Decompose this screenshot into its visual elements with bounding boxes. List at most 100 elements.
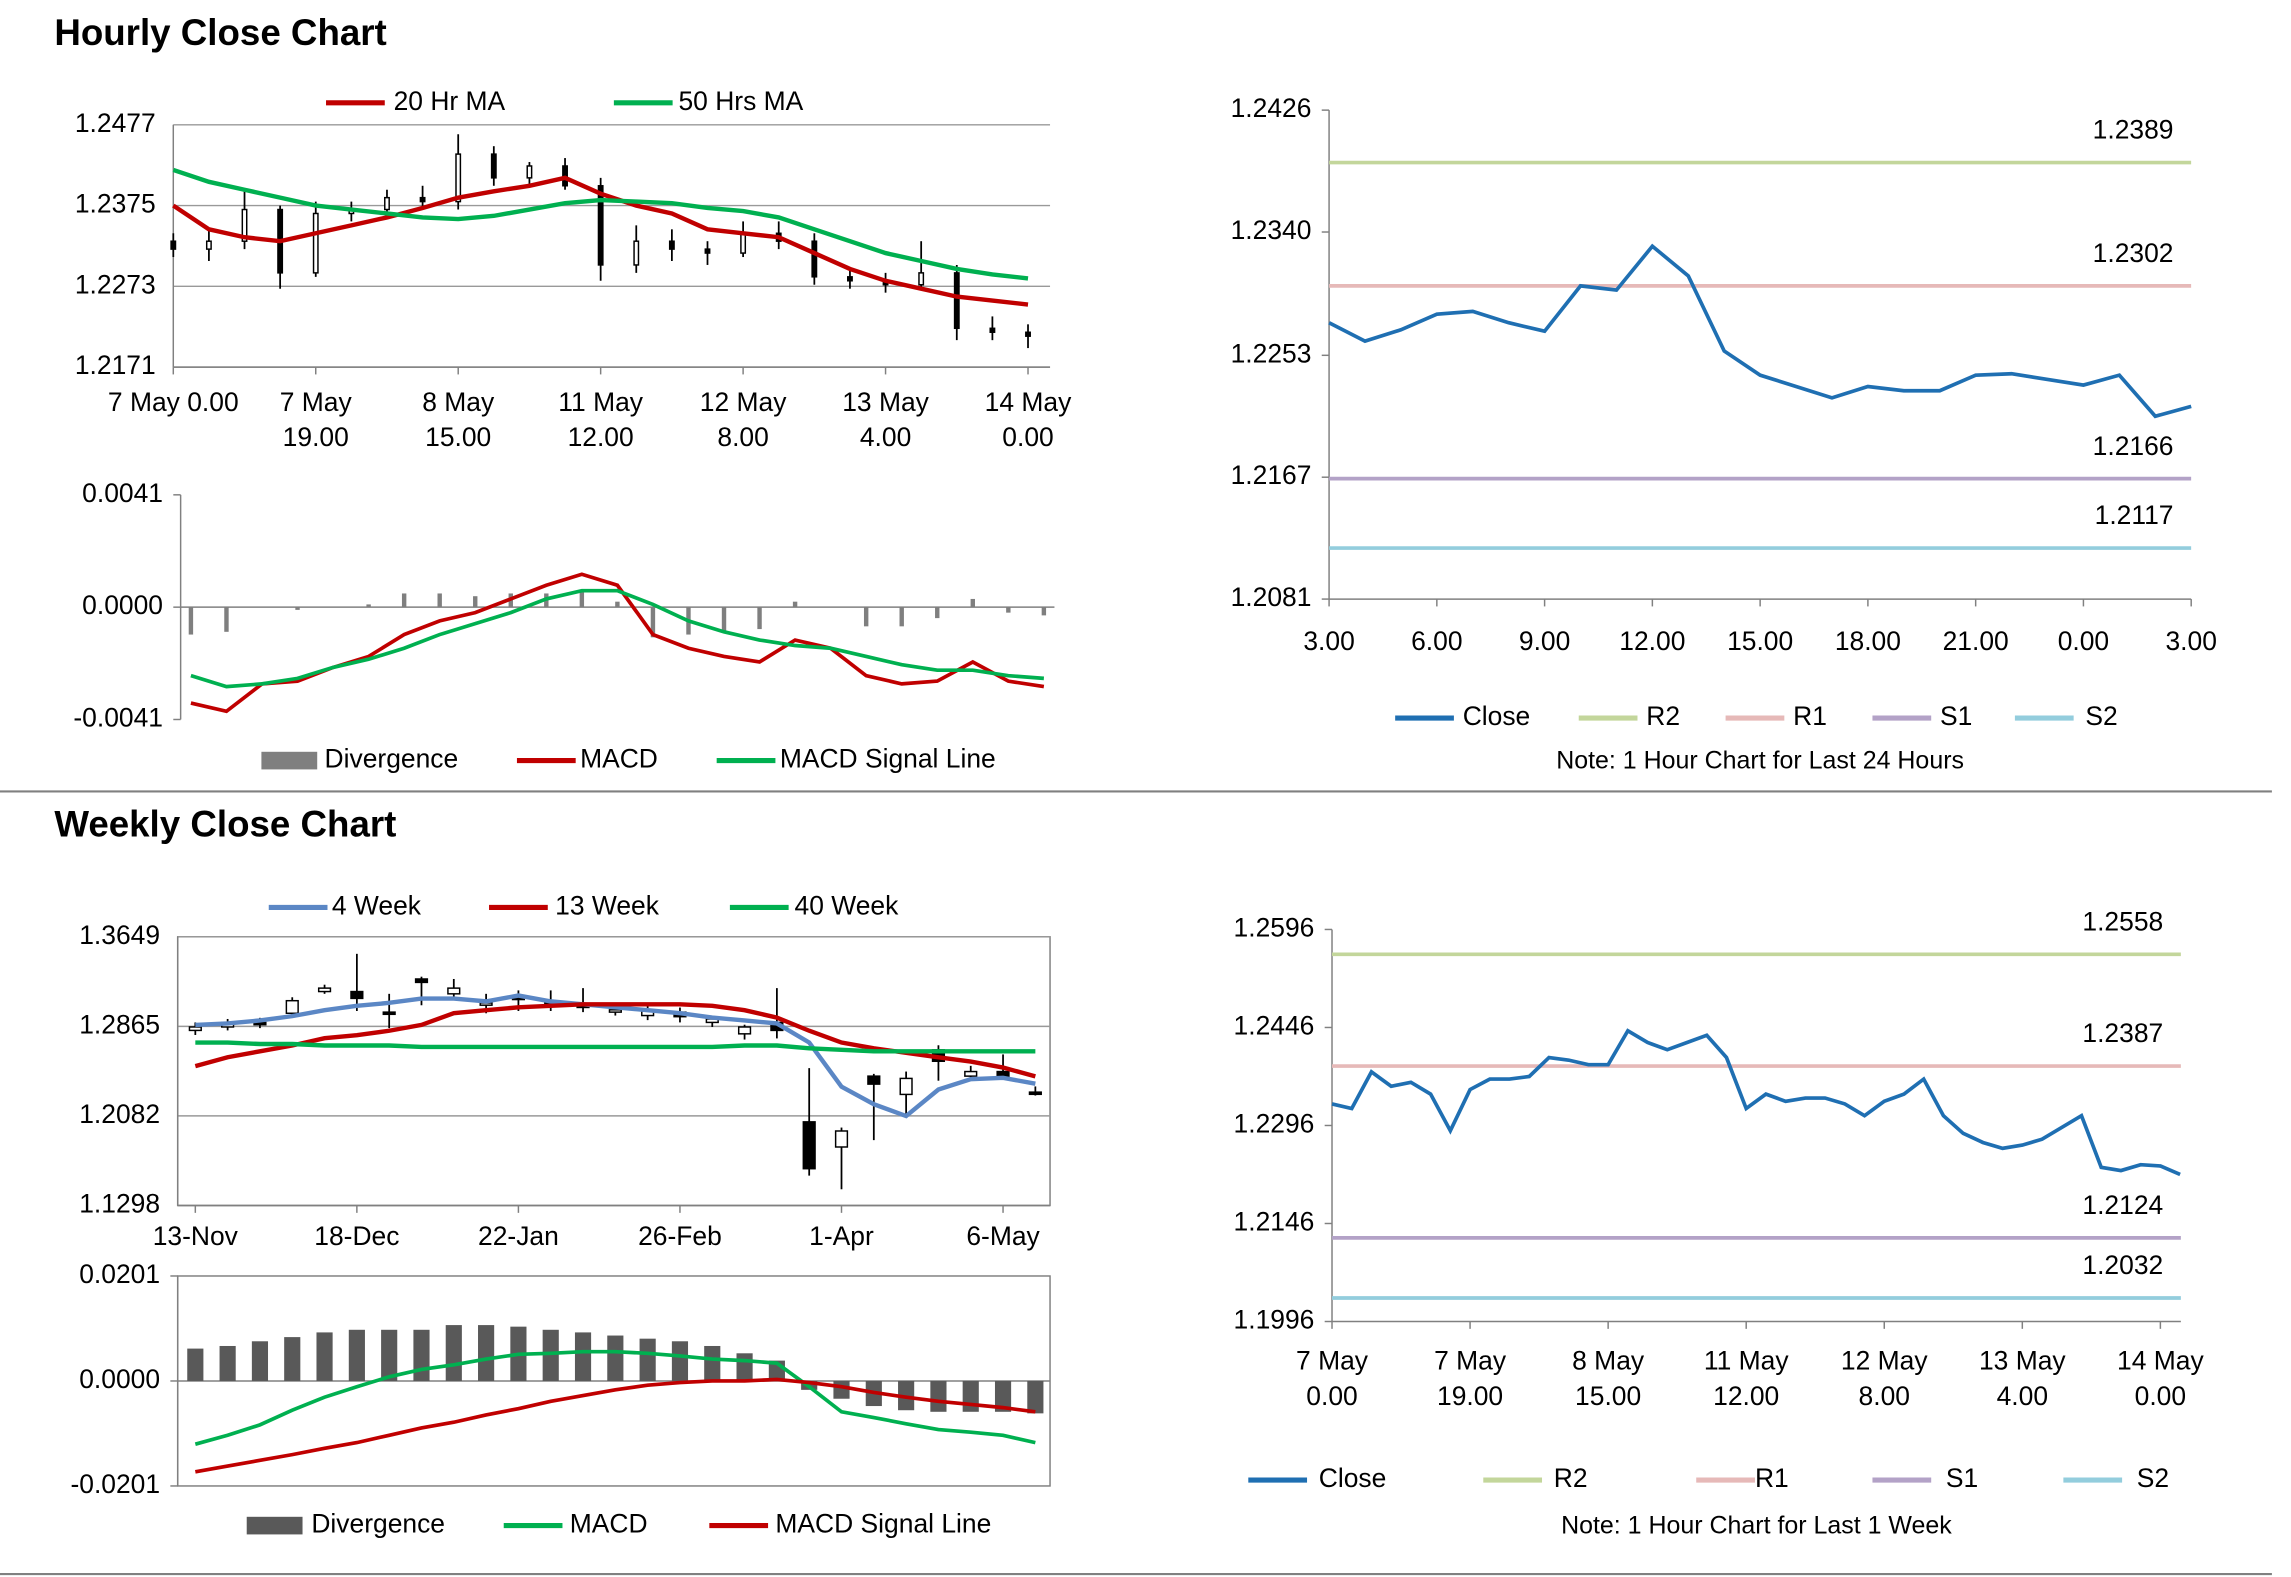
plot-frame	[176, 936, 1051, 1207]
y-tick-label: 1.2082	[79, 1099, 160, 1129]
x-tick-label: 22-Jan	[478, 1221, 559, 1251]
x-tick-label: 4.00	[860, 422, 911, 452]
x-tick-label: 4.00	[1997, 1381, 2048, 1411]
chart-note: Note: 1 Hour Chart for Last 1 Week	[1561, 1512, 1952, 1540]
candle-body	[350, 990, 364, 1000]
bar	[899, 607, 904, 627]
series-line	[1331, 1028, 2181, 1177]
series-line	[194, 1349, 1036, 1446]
candle-body	[737, 1026, 752, 1035]
legend-label: S2	[2137, 1463, 2169, 1493]
candle-body	[953, 272, 960, 330]
x-tick-label: 12 May	[700, 387, 787, 417]
y-tick-label: 1.2446	[1234, 1010, 1315, 1040]
chart-note: Note: 1 Hour Chart for Last 24 Hours	[1556, 747, 1964, 775]
x-tick-label: 8.00	[1859, 1381, 1910, 1411]
candle-body	[490, 153, 497, 179]
candle-body	[964, 1070, 978, 1077]
candle-body	[633, 240, 640, 266]
bar	[792, 601, 798, 608]
bar	[437, 593, 442, 608]
y-tick-label: 1.2375	[75, 189, 156, 219]
candle-body	[608, 1009, 622, 1013]
candle-body	[312, 212, 319, 274]
legend-label: MACD	[570, 1509, 648, 1539]
legend-label: S2	[2085, 701, 2117, 731]
legend-label: R1	[1793, 701, 1827, 731]
bar	[188, 607, 194, 635]
x-tick-label: 0.00	[2135, 1381, 2186, 1411]
x-tick-label: 12 May	[1841, 1346, 1928, 1376]
x-tick-label: 26-Feb	[638, 1221, 722, 1251]
x-tick-label: 11 May	[558, 387, 643, 417]
bar	[219, 1345, 236, 1381]
x-tick-label: 7 May	[1434, 1346, 1507, 1376]
x-tick-label: 13 May	[1979, 1346, 2066, 1376]
candle-body	[170, 240, 177, 250]
candle-body	[597, 185, 604, 266]
y-tick-label: 1.2865	[79, 1009, 160, 1039]
candle-body	[867, 1075, 881, 1085]
bar	[284, 1337, 301, 1381]
bar	[639, 1338, 656, 1381]
x-tick-label: 14 May	[2117, 1346, 2204, 1376]
series-line	[172, 167, 1029, 281]
series-line	[195, 1377, 1036, 1474]
x-tick-label: 8 May	[422, 387, 495, 417]
candle-body	[847, 276, 853, 282]
legend-label: MACD	[580, 744, 658, 774]
candle-body	[740, 232, 747, 254]
legend-label: S1	[1940, 701, 1972, 731]
series-line	[1328, 243, 2192, 419]
candle-body	[241, 208, 248, 242]
y-tick-label: 1.1298	[79, 1188, 160, 1218]
x-tick-label: 6-May	[966, 1221, 1040, 1251]
x-tick-label: 14 May	[985, 387, 1072, 417]
level-label: 1.2124	[2082, 1190, 2163, 1220]
y-tick-label: 1.2426	[1231, 93, 1312, 123]
bar	[1027, 1380, 1044, 1414]
candle-body	[1025, 331, 1031, 337]
series-line	[190, 572, 1045, 714]
bar	[833, 1380, 850, 1399]
x-tick-label: 13-Nov	[153, 1221, 239, 1251]
level-label: 1.2032	[2082, 1250, 2163, 1280]
x-tick-label: 3.00	[2165, 626, 2216, 656]
legend-swatch	[246, 1516, 303, 1535]
legend-label: R2	[1646, 701, 1680, 731]
y-tick-label: 1.2253	[1231, 338, 1312, 368]
candle-body	[205, 240, 212, 250]
candle-body	[802, 1121, 816, 1170]
y-tick-label: 1.2340	[1231, 215, 1312, 245]
x-tick-label: 15.00	[425, 422, 491, 452]
bar	[473, 596, 478, 608]
series-line	[195, 993, 1036, 1119]
x-tick-label: 11 May	[1704, 1346, 1789, 1376]
candle-body	[188, 1026, 202, 1032]
legend-label: 20 Hr MA	[394, 86, 506, 116]
legend-label: MACD Signal Line	[775, 1509, 991, 1539]
series-line	[195, 1040, 1036, 1054]
legend-label: Close	[1319, 1463, 1387, 1493]
x-tick-label: 19.00	[283, 422, 349, 452]
candle-body	[899, 1077, 913, 1096]
y-tick-label: 1.2296	[1234, 1108, 1315, 1138]
y-tick-label: 1.1996	[1234, 1304, 1315, 1334]
legend-label: 13 Week	[555, 890, 660, 920]
bar	[736, 1353, 753, 1381]
x-tick-label: 9.00	[1519, 626, 1570, 656]
candle-body	[834, 1130, 849, 1148]
y-tick-label: 1.2146	[1234, 1206, 1315, 1236]
bar	[994, 1380, 1012, 1412]
bar	[187, 1348, 204, 1381]
y-tick-label: 1.2477	[75, 108, 156, 138]
candle-body	[918, 272, 925, 286]
candle-body	[668, 240, 675, 250]
y-tick-label: 1.2171	[75, 350, 156, 380]
y-tick-label: 0.0041	[82, 478, 163, 508]
x-tick-label: 15.00	[1575, 1381, 1641, 1411]
legend-label: Divergence	[325, 744, 459, 774]
x-tick-label: 15.00	[1727, 626, 1793, 656]
bar	[607, 1335, 624, 1381]
